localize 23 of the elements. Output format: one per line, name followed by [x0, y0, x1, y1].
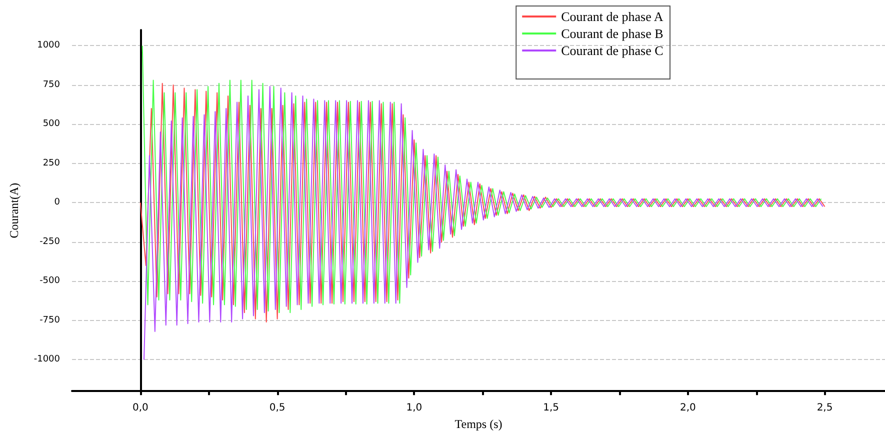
x-tick-label: 2,5 [816, 402, 833, 414]
y-axis-title: Courant(A) [7, 182, 21, 238]
line-series [143, 86, 824, 360]
y-tick-label: -250 [40, 236, 60, 247]
y-tick-label: 500 [42, 119, 60, 130]
legend-label: Courant de phase C [561, 43, 664, 58]
x-tick-label: 1,0 [406, 402, 422, 414]
legend-label: Courant de phase A [561, 9, 664, 24]
legend-label: Courant de phase B [561, 26, 664, 41]
y-tick-label: -750 [40, 315, 60, 326]
y-tick-label: -1000 [34, 354, 60, 365]
y-tick-label: 250 [42, 158, 60, 168]
y-tick-label: 1000 [37, 40, 60, 51]
line-series [142, 45, 822, 314]
y-tick-label: 750 [42, 80, 60, 90]
y-tick-label: -500 [40, 276, 60, 286]
line-series [140, 82, 826, 323]
x-tick-label: 0,0 [132, 402, 148, 414]
x-tick-label: 2,0 [680, 402, 696, 414]
y-tick-label: 0 [54, 198, 60, 208]
x-tick-label: 1,5 [543, 402, 559, 414]
x-tick-label: 0,5 [269, 402, 286, 414]
x-axis-title: Temps (s) [454, 417, 502, 431]
